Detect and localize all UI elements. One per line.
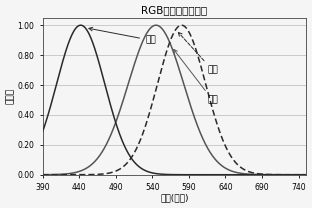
- Y-axis label: 敏感度: 敏感度: [6, 88, 15, 104]
- Title: RGB颜色光谱的叠加: RGB颜色光谱的叠加: [141, 6, 207, 16]
- Text: 绿色: 绿色: [174, 50, 218, 104]
- Text: 红色: 红色: [178, 32, 218, 74]
- Text: 蓝色: 蓝色: [89, 27, 156, 45]
- X-axis label: 波长(纳米): 波长(纳米): [160, 193, 188, 202]
